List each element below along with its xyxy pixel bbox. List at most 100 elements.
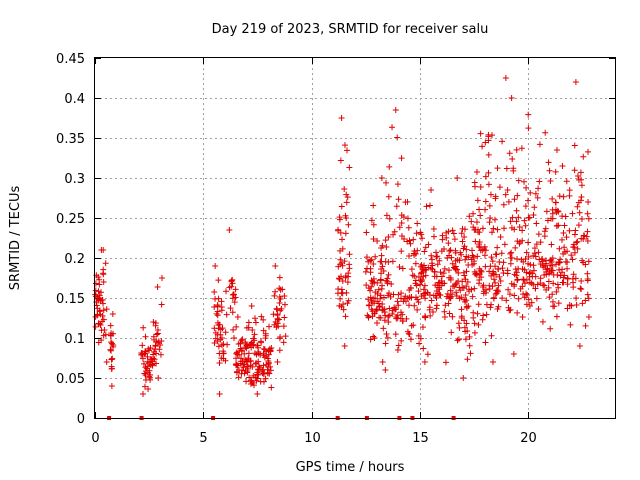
data-point	[92, 280, 99, 287]
data-point	[503, 165, 510, 172]
chart-title: Day 219 of 2023, SRMTID for receiver sal…	[212, 22, 489, 37]
data-point	[363, 254, 370, 261]
y-tick-label: 0.45	[56, 52, 85, 67]
data-point	[585, 314, 592, 321]
data-point	[545, 284, 552, 291]
data-point	[466, 213, 473, 220]
data-point	[153, 360, 160, 367]
data-point	[452, 263, 459, 270]
data-point	[573, 301, 580, 308]
data-point	[239, 358, 246, 365]
data-point	[463, 246, 470, 253]
data-point	[571, 249, 578, 256]
data-point	[147, 362, 154, 369]
data-point	[342, 230, 349, 237]
data-point	[584, 228, 591, 235]
x-axis-label: GPS time / hours	[296, 460, 405, 475]
data-point	[439, 232, 446, 239]
data-point	[214, 319, 221, 326]
data-point	[423, 203, 430, 210]
data-point	[433, 302, 440, 309]
data-point	[242, 339, 249, 346]
data-point	[476, 244, 483, 251]
data-point	[370, 261, 377, 268]
data-point	[389, 258, 396, 265]
data-point	[455, 320, 462, 327]
data-point	[556, 245, 563, 252]
data-point	[447, 287, 454, 294]
data-point	[405, 224, 412, 231]
data-point	[249, 363, 256, 370]
data-point	[425, 264, 432, 271]
data-point	[585, 258, 592, 265]
data-point	[214, 331, 221, 338]
data-point	[218, 298, 225, 305]
x-tick-label: 20	[520, 431, 537, 446]
data-point	[378, 252, 385, 259]
data-point	[378, 175, 385, 181]
data-point	[140, 324, 147, 331]
data-point	[407, 336, 414, 343]
y-tick-label: 0.05	[56, 372, 85, 387]
data-point	[256, 363, 263, 370]
data-point	[447, 294, 454, 301]
data-point	[365, 314, 372, 321]
data-point	[482, 173, 489, 180]
data-point	[489, 258, 496, 265]
data-point	[569, 210, 576, 217]
data-point	[365, 258, 372, 265]
data-point	[142, 376, 149, 383]
data-point	[474, 197, 481, 204]
data-point	[394, 298, 401, 305]
data-point	[458, 306, 465, 313]
data-point	[266, 323, 273, 330]
x-tick-label: 0	[91, 431, 99, 446]
data-point	[478, 274, 485, 281]
data-point	[453, 289, 460, 296]
data-point	[556, 258, 563, 265]
data-point	[560, 250, 567, 257]
data-point	[471, 183, 478, 190]
data-point	[514, 277, 521, 284]
data-point	[562, 213, 569, 220]
data-point	[281, 314, 288, 321]
data-point	[446, 247, 453, 254]
data-point	[549, 195, 556, 202]
data-point	[571, 231, 578, 238]
data-point	[236, 348, 243, 355]
data-point	[525, 125, 532, 132]
data-point	[100, 279, 107, 285]
data-point	[378, 285, 385, 292]
data-point	[505, 304, 512, 311]
data-point	[449, 260, 456, 267]
data-point	[434, 253, 441, 260]
data-point	[435, 290, 442, 297]
data-point	[232, 294, 239, 301]
data-point	[553, 261, 560, 268]
data-point	[383, 277, 390, 284]
data-point	[396, 224, 403, 231]
data-point	[385, 290, 392, 297]
data-point	[233, 361, 240, 368]
data-point	[438, 273, 445, 280]
data-point	[392, 331, 399, 338]
data-point	[222, 357, 229, 364]
data-point	[410, 250, 417, 257]
data-point	[489, 132, 496, 139]
data-point	[485, 151, 492, 158]
data-point	[421, 282, 428, 289]
data-point	[494, 226, 501, 233]
data-point	[549, 206, 556, 213]
data-point	[480, 288, 487, 295]
data-point	[579, 257, 586, 264]
data-point	[560, 229, 567, 236]
data-point	[92, 287, 99, 294]
y-tick-label: 0.3	[64, 172, 85, 187]
data-point	[490, 271, 497, 278]
axis-ticks: 0 0.05 0.1 0.15 0.2 0.25 0.3 0.35 0.4 0.45 0 5 10 15 2…	[56, 52, 615, 446]
data-point	[488, 229, 495, 236]
data-point	[569, 256, 576, 263]
data-point	[511, 292, 518, 299]
data-point	[335, 263, 342, 270]
data-point	[406, 331, 413, 338]
